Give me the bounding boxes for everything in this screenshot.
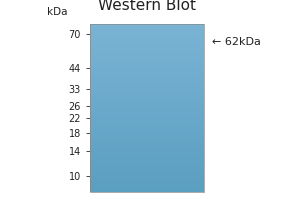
Ellipse shape xyxy=(103,39,150,46)
Text: ← 62kDa: ← 62kDa xyxy=(212,37,260,47)
Text: Western Blot: Western Blot xyxy=(98,0,196,13)
Text: kDa: kDa xyxy=(47,7,67,17)
